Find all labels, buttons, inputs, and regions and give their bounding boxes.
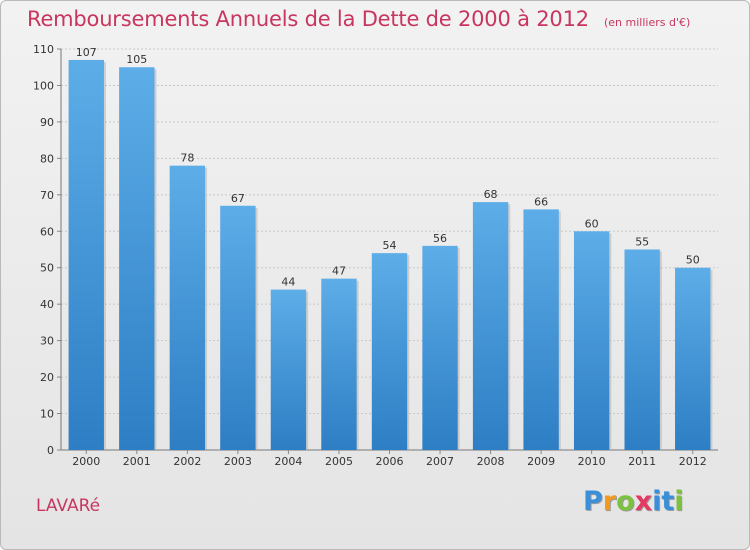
y-tick-label: 20 [40,371,54,384]
x-tick-label: 2005 [325,455,353,468]
data-label: 78 [180,152,194,165]
x-tick-label: 2006 [376,455,404,468]
bar [68,59,104,450]
chart-title: Remboursements Annuels de la Dette de 20… [27,7,589,31]
y-tick-label: 30 [40,335,54,348]
x-tick-label: 2010 [578,455,606,468]
data-label: 68 [484,188,498,201]
bar [472,202,509,450]
proxiti-logo[interactable]: Proxiti [583,486,684,517]
bar [220,205,256,450]
y-tick-label: 110 [33,43,54,56]
y-tick-label: 0 [47,444,54,457]
y-tick-label: 70 [40,189,54,202]
logo-letter: i [674,486,684,517]
data-label: 56 [433,232,447,245]
data-label: 67 [231,192,245,205]
data-label: 105 [126,53,147,66]
y-tick-label: 80 [40,152,54,165]
bar [321,278,357,450]
logo-letter: o [616,486,635,517]
x-tick-label: 2009 [527,455,555,468]
bar [119,67,155,451]
data-label: 54 [383,239,397,252]
logo-letter: x [634,486,653,517]
data-label: 55 [635,236,649,249]
logo-letter: r [602,486,617,517]
data-label: 50 [686,254,700,267]
data-label: 44 [281,276,295,289]
x-tick-label: 2001 [123,455,151,468]
chart-subtitle: (en milliers d'€) [604,16,691,29]
logo-letter: i [652,486,662,517]
bar [371,253,408,450]
data-label: 107 [76,46,97,59]
y-tick-label: 60 [40,225,54,238]
bar [270,289,307,450]
x-tick-label: 2007 [426,455,454,468]
y-tick-label: 100 [33,79,54,92]
bar [675,267,711,450]
y-tick-label: 50 [40,262,54,275]
x-tick-label: 2004 [274,455,302,468]
y-tick-label: 40 [40,298,54,311]
x-tick-label: 2002 [173,455,201,468]
bar [422,245,458,450]
title-row: Remboursements Annuels de la Dette de 20… [27,7,690,31]
bar [523,209,559,450]
x-tick-label: 2011 [628,455,656,468]
y-tick-label: 90 [40,116,54,129]
x-tick-label: 2008 [477,455,505,468]
data-label: 47 [332,265,346,278]
bar [573,231,610,450]
x-tick-label: 2003 [224,455,252,468]
y-tick-label: 10 [40,408,54,421]
bar [624,249,660,450]
x-tick-label: 2012 [679,455,707,468]
logo-letter: t [661,486,675,517]
bar [169,165,206,450]
logo-letter: P [583,486,603,517]
data-label: 66 [534,195,548,208]
x-tick-label: 2000 [72,455,100,468]
data-label: 60 [585,217,599,230]
commune-name: LAVARé [36,496,101,516]
